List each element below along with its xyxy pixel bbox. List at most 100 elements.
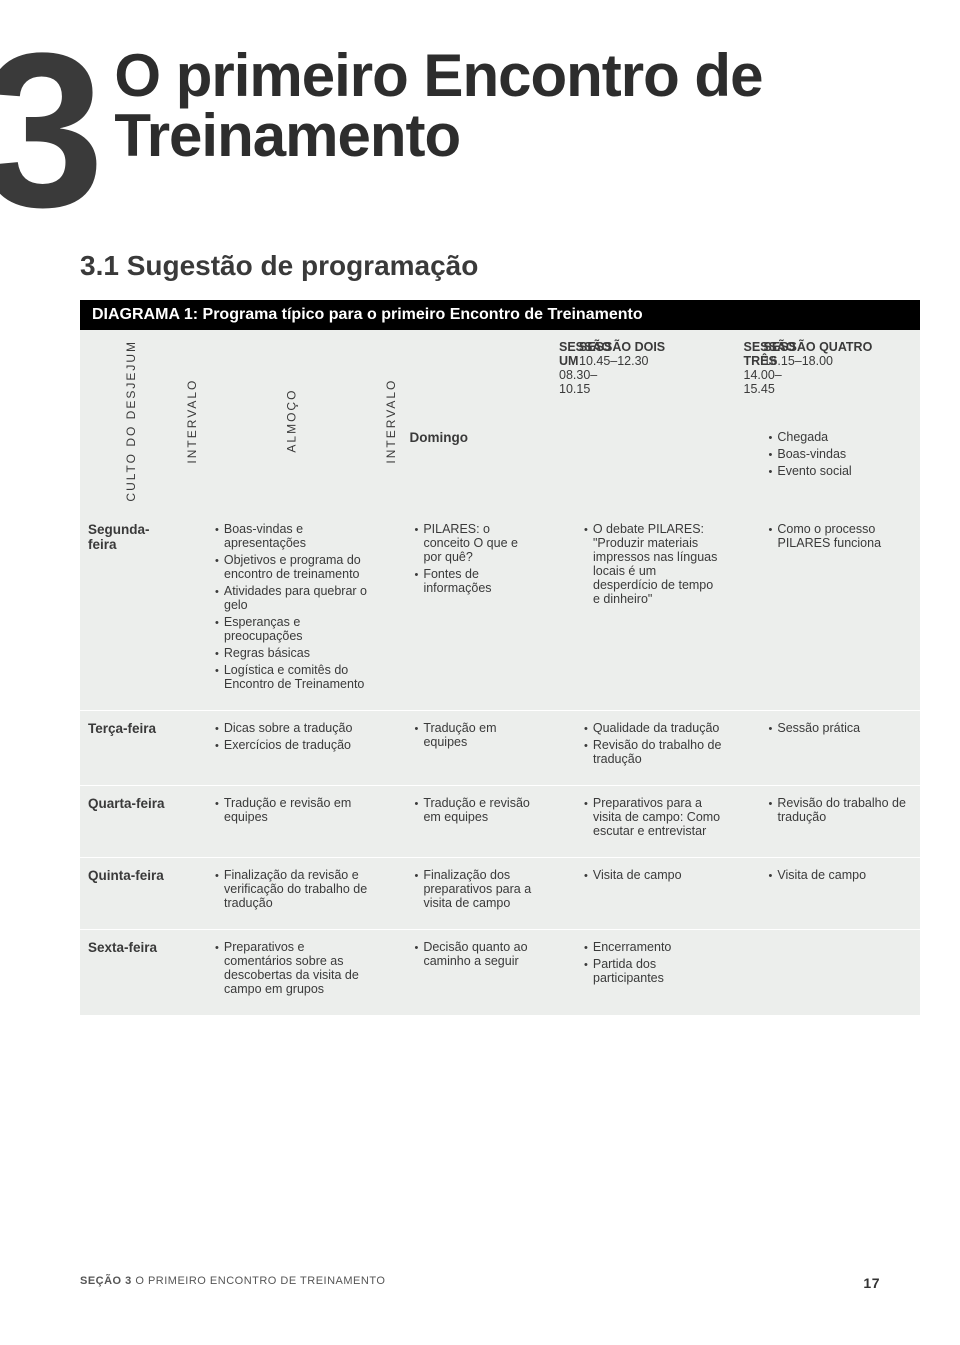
- cell-tue-s1: Dicas sobre a tradução Exercícios de trad…: [202, 710, 381, 785]
- cell-wed-s1: Tradução e revisão em equipes: [202, 785, 381, 857]
- empty-cell: [551, 420, 571, 512]
- spacer: [736, 512, 756, 710]
- spacer: [381, 710, 401, 785]
- spacer: [182, 785, 202, 857]
- day-label: Domingo: [401, 420, 551, 512]
- chapter-header: 3 O primeiro Encontro de Treinamento: [0, 40, 920, 220]
- schedule-grid: CULTO DO DESJEJUM SESSÃO UM 08.30–10.15 …: [80, 330, 920, 1015]
- spacer: [551, 785, 571, 857]
- day-label: Sexta-feira: [80, 929, 182, 1015]
- session-time: 10.45–12.30: [579, 354, 649, 368]
- day-label: Terça-feira: [80, 710, 182, 785]
- session-time: 16.15–18.00: [764, 354, 834, 368]
- list-item: Logística e comitês do Encontro de Trein…: [224, 663, 369, 691]
- page: 3 O primeiro Encontro de Treinamento 3.1…: [0, 0, 960, 1331]
- intervalo-label-2: INTERVALO: [381, 330, 401, 512]
- list-item: Como o processo PILARES funciona: [778, 522, 909, 550]
- list-item: Finalização da revisão e verificação do …: [224, 868, 369, 910]
- spacer: [551, 512, 571, 710]
- almoco-label: ALMOÇO: [202, 330, 381, 512]
- list-item: Boas-vindas: [778, 447, 909, 461]
- session-header-2: SESSÃO DOIS 10.45–12.30: [571, 330, 736, 419]
- list-item: Tradução e revisão em equipes: [224, 796, 369, 824]
- cell-wed-s2: Tradução e revisão em equipes: [401, 785, 551, 857]
- spacer: [551, 710, 571, 785]
- list-item: Fontes de informações: [423, 567, 539, 595]
- list-item: PILARES: o conceito O que e por quê?: [423, 522, 539, 564]
- spacer: [736, 710, 756, 785]
- section-heading: 3.1 Sugestão de programação: [80, 250, 920, 282]
- cell-mon-s4: Como o processo PILARES funciona: [756, 512, 921, 710]
- spacer: [551, 857, 571, 929]
- list-item: Dicas sobre a tradução: [224, 721, 369, 735]
- cell-fri-s2: Decisão quanto ao caminho a seguir: [401, 929, 551, 1015]
- spacer: [381, 929, 401, 1015]
- diagram-title: DIAGRAMA 1: Programa típico para o prime…: [80, 300, 920, 330]
- spacer: [381, 857, 401, 929]
- chapter-number: 3: [0, 40, 96, 220]
- list-item: O debate PILARES: "Produzir materiais im…: [593, 522, 724, 606]
- list-item: Preparativos e comentários sobre as desc…: [224, 940, 369, 996]
- list-item: Sessão prática: [778, 721, 909, 735]
- day-label: Quarta-feira: [80, 785, 182, 857]
- list-item: Finalização dos preparativos para a visi…: [423, 868, 539, 910]
- list-item: Revisão do trabalho de tradução: [593, 738, 724, 766]
- cell-wed-s4: Revisão do trabalho de tradução: [756, 785, 921, 857]
- cell-thu-s4: Visita de campo: [756, 857, 921, 929]
- cell-tue-s3: Qualidade da tradução Revisão do trabalho…: [571, 710, 736, 785]
- list-item: Preparativos para a visita de campo: Com…: [593, 796, 724, 838]
- list-item: Encerramento: [593, 940, 724, 954]
- session-name: SESSÃO QUATRO: [764, 340, 873, 354]
- day-label: Segunda-feira: [80, 512, 182, 710]
- cell-wed-s3: Preparativos para a visita de campo: Com…: [571, 785, 736, 857]
- list-item: Regras básicas: [224, 646, 369, 660]
- list-item: Tradução e revisão em equipes: [423, 796, 539, 824]
- cell-fri-s3: Encerramento Partida dos participantes: [571, 929, 736, 1015]
- cell-sunday-s4: ChegadaBoas-vindasEvento social: [756, 420, 921, 512]
- spacer: [736, 857, 756, 929]
- cell-thu-s1: Finalização da revisão e verificação do …: [202, 857, 381, 929]
- list-item: Partida dos participantes: [593, 957, 724, 985]
- session-header-1: SESSÃO UM 08.30–10.15: [551, 330, 571, 419]
- day-label: Quinta-feira: [80, 857, 182, 929]
- empty-cell: [756, 929, 921, 1015]
- spacer: [182, 710, 202, 785]
- intervalo-label-1: INTERVALO: [182, 330, 202, 512]
- page-footer: SEÇÃO 3 O PRIMEIRO ENCONTRO DE TREINAMEN…: [0, 1275, 920, 1291]
- spacer: [381, 785, 401, 857]
- list-item: Esperanças e preocupações: [224, 615, 369, 643]
- cell-tue-s2: Tradução em equipes: [401, 710, 551, 785]
- list-item: Exercícios de tradução: [224, 738, 369, 752]
- culto-label: CULTO DO DESJEJUM: [80, 330, 182, 512]
- cell-mon-s3: O debate PILARES: "Produzir materiais im…: [571, 512, 736, 710]
- session-header-3: SESSÃO TRÊS 14.00–15.45: [736, 330, 756, 419]
- spacer: [381, 512, 401, 710]
- session-header-4: SESSÃO QUATRO 16.15–18.00: [756, 330, 921, 419]
- spacer: [736, 929, 756, 1015]
- schedule-table: DIAGRAMA 1: Programa típico para o prime…: [80, 300, 920, 1015]
- footer-section-title: O PRIMEIRO ENCONTRO DE TREINAMENTO: [135, 1275, 385, 1287]
- empty-cell: [736, 420, 756, 512]
- list-item: Evento social: [778, 464, 909, 478]
- page-title: O primeiro Encontro de Treinamento: [96, 40, 920, 166]
- cell-thu-s2: Finalização dos preparativos para a visi…: [401, 857, 551, 929]
- list-item: Atividades para quebrar o gelo: [224, 584, 369, 612]
- list-item: Objetivos e programa do encontro de trei…: [224, 553, 369, 581]
- footer-section: SEÇÃO 3 O PRIMEIRO ENCONTRO DE TREINAMEN…: [80, 1275, 385, 1291]
- spacer: [182, 857, 202, 929]
- list-item: Revisão do trabalho de tradução: [778, 796, 909, 824]
- list-item: Qualidade da tradução: [593, 721, 724, 735]
- footer-section-label: SEÇÃO 3: [80, 1275, 132, 1287]
- spacer: [182, 929, 202, 1015]
- list-item: Visita de campo: [778, 868, 909, 882]
- cell-mon-s1: Boas-vindas e apresentações Objetivos e p…: [202, 512, 381, 710]
- list-item: Boas-vindas e apresentações: [224, 522, 369, 550]
- cell-thu-s3: Visita de campo: [571, 857, 736, 929]
- page-number: 17: [863, 1275, 880, 1291]
- list-item: Visita de campo: [593, 868, 724, 882]
- list-item: Decisão quanto ao caminho a seguir: [423, 940, 539, 968]
- spacer: [551, 929, 571, 1015]
- spacer: [736, 785, 756, 857]
- cell-tue-s4: Sessão prática: [756, 710, 921, 785]
- empty-cell: [571, 420, 736, 512]
